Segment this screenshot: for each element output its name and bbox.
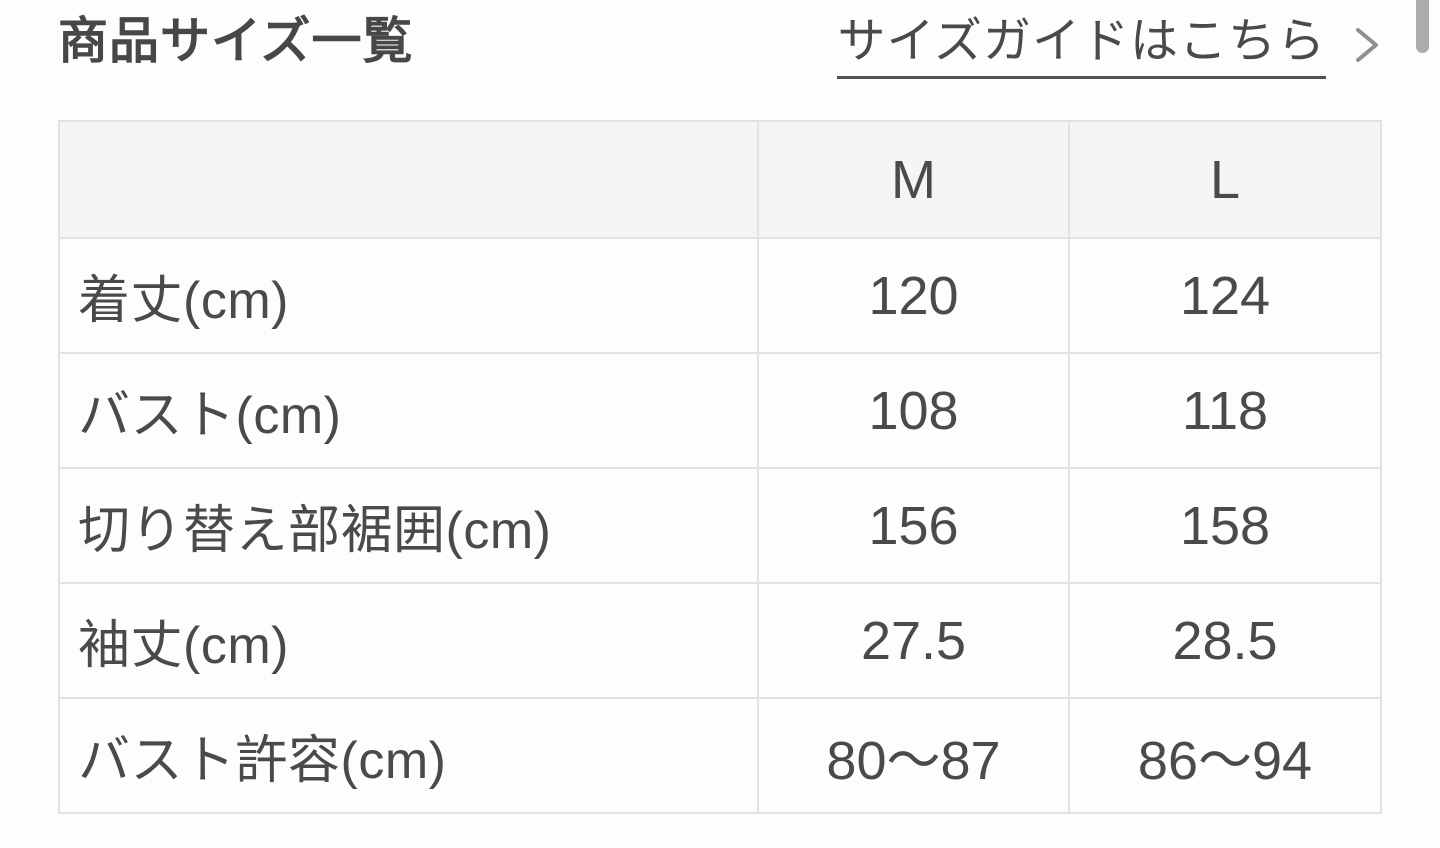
size-guide-link[interactable]: サイズガイドはこちら [837,16,1382,79]
cell-l: 118 [1068,354,1380,467]
table-row: バスト(cm) 108 118 [60,352,1380,467]
column-header-blank [60,122,757,237]
table-header-row: M L [60,122,1380,237]
scrollbar-thumb[interactable] [1416,0,1429,53]
column-header-l: L [1068,122,1380,237]
cell-l: 86〜94 [1068,699,1380,812]
cell-l: 158 [1068,469,1380,582]
section-header: 商品サイズ一覧 サイズガイドはこちら [58,12,1382,120]
cell-m: 120 [757,239,1068,352]
table-row: 袖丈(cm) 27.5 28.5 [60,582,1380,697]
cell-m: 108 [757,354,1068,467]
size-guide-link-label: サイズガイドはこちら [837,16,1326,79]
row-label: バスト(cm) [78,387,342,445]
row-label: バスト許容(cm) [78,732,447,790]
chevron-right-icon [1352,24,1382,66]
table-row: バスト許容(cm) 80〜87 86〜94 [60,697,1380,812]
cell-l: 124 [1068,239,1380,352]
cell-l: 28.5 [1068,584,1380,697]
cell-m: 80〜87 [757,699,1068,812]
cell-m: 156 [757,469,1068,582]
page-title: 商品サイズ一覧 [58,13,414,69]
size-table: M L 着丈(cm) 120 124 バスト(cm) 108 118 切り替え部… [58,120,1382,814]
row-label: 袖丈(cm) [78,617,289,675]
cell-m: 27.5 [757,584,1068,697]
table-row: 着丈(cm) 120 124 [60,237,1380,352]
column-header-m: M [757,122,1068,237]
row-label: 着丈(cm) [78,272,289,330]
table-row: 切り替え部裾囲(cm) 156 158 [60,467,1380,582]
row-label: 切り替え部裾囲(cm) [78,502,552,560]
